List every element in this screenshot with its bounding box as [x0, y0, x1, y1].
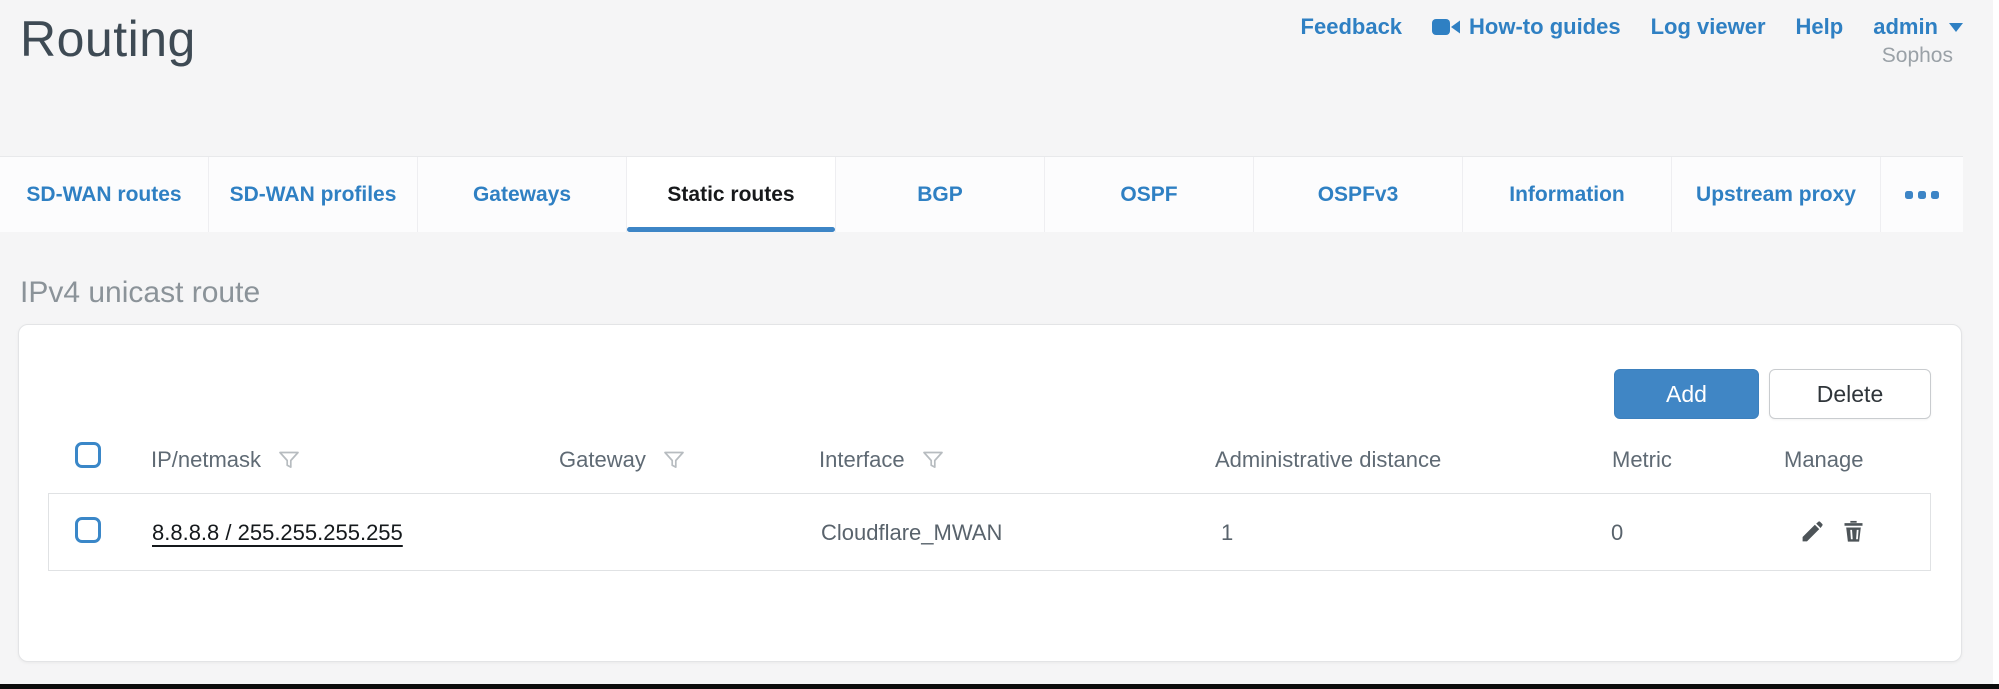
- howto-guides-link[interactable]: How-to guides: [1432, 14, 1621, 40]
- row-manage-actions: [1799, 518, 1867, 545]
- column-header-gateway: Gateway: [559, 447, 686, 473]
- user-menu-label: admin: [1873, 14, 1938, 39]
- column-header-ip-netmask: IP/netmask: [151, 447, 301, 473]
- add-button[interactable]: Add: [1614, 369, 1759, 419]
- filter-icon[interactable]: [662, 448, 686, 472]
- tab-ospfv3[interactable]: OSPFv3: [1254, 157, 1463, 232]
- tab-gateways[interactable]: Gateways: [418, 157, 627, 232]
- column-header-manage: Manage: [1784, 447, 1864, 472]
- table-row: [48, 493, 1931, 571]
- select-all-checkbox[interactable]: [75, 442, 101, 468]
- route-interface-value: Cloudflare_MWAN: [821, 520, 1003, 545]
- brand-label: Sophos: [1881, 44, 1953, 67]
- tab-sdwan-routes[interactable]: SD-WAN routes: [0, 157, 209, 232]
- help-link[interactable]: Help: [1796, 14, 1844, 40]
- more-tabs-button[interactable]: [1881, 157, 1963, 232]
- ellipsis-more-icon: [1905, 190, 1913, 199]
- filter-icon[interactable]: [277, 448, 301, 472]
- static-routes-card: Add Delete IP/netmask Gateway Interface …: [18, 324, 1962, 662]
- chevron-down-icon: [1949, 22, 1963, 32]
- user-menu[interactable]: admin: [1873, 14, 1963, 40]
- page-title: Routing: [20, 11, 196, 67]
- trash-icon[interactable]: [1840, 518, 1867, 545]
- route-admin-distance-value: 1: [1221, 520, 1234, 545]
- column-header-admin-distance: Administrative distance: [1215, 447, 1442, 472]
- tab-bgp[interactable]: BGP: [836, 157, 1045, 232]
- screen-bottom-edge: [0, 684, 1999, 689]
- scrollbar-track[interactable]: [1993, 0, 1999, 689]
- row-checkbox[interactable]: [75, 517, 101, 543]
- help-label: Help: [1795, 14, 1844, 39]
- log-viewer-label: Log viewer: [1650, 14, 1766, 39]
- log-viewer-link[interactable]: Log viewer: [1651, 14, 1766, 40]
- edit-pencil-icon[interactable]: [1799, 518, 1826, 545]
- howto-guides-label: How-to guides: [1469, 14, 1621, 39]
- route-ip-netmask-link[interactable]: 8.8.8.8 / 255.255.255.255: [152, 520, 403, 545]
- tab-ospf[interactable]: OSPF: [1045, 157, 1254, 232]
- section-heading: IPv4 unicast route: [20, 276, 261, 309]
- feedback-link[interactable]: Feedback: [1301, 14, 1403, 40]
- column-header-interface: Interface: [819, 447, 945, 473]
- video-camera-icon: [1432, 16, 1461, 38]
- filter-icon[interactable]: [921, 448, 945, 472]
- column-header-metric: Metric: [1612, 447, 1672, 472]
- tab-upstream-proxy[interactable]: Upstream proxy: [1672, 157, 1881, 232]
- tab-sdwan-profiles[interactable]: SD-WAN profiles: [209, 157, 418, 232]
- delete-button[interactable]: Delete: [1769, 369, 1931, 419]
- routing-tabbar: SD-WAN routes SD-WAN profiles Gateways S…: [0, 156, 1963, 232]
- feedback-link-label: Feedback: [1300, 14, 1403, 39]
- header-links: Feedback How-to guides Log viewer Help a…: [1301, 14, 1963, 40]
- route-metric-value: 0: [1611, 520, 1624, 545]
- tab-information[interactable]: Information: [1463, 157, 1672, 232]
- tab-static-routes[interactable]: Static routes: [627, 157, 836, 232]
